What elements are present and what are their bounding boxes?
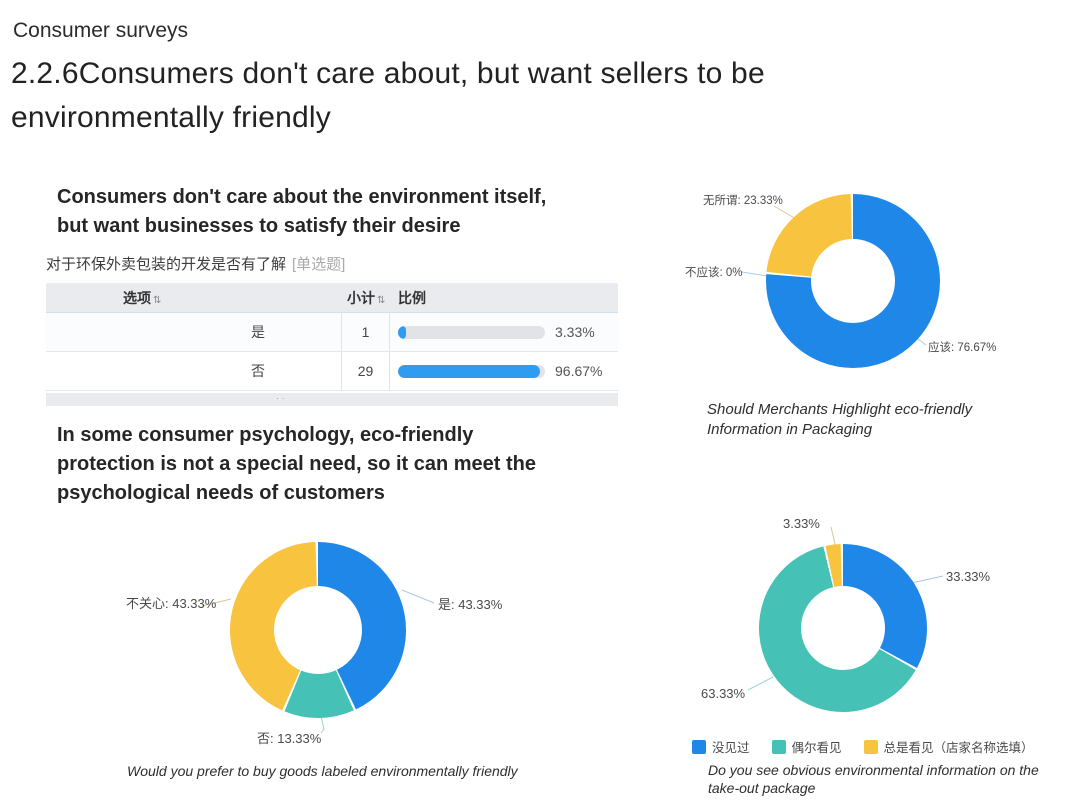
legend-swatch-teal [771, 739, 786, 754]
donut-slice-2 [766, 194, 940, 368]
survey-question-line: 对于环保外卖包装的开发是否有了解 [单选题] [46, 253, 345, 274]
donut-slice-1 [759, 544, 927, 712]
row-percent: 3.33% [555, 324, 595, 340]
table-row: 否 29 96.67% [46, 352, 618, 391]
row-count: 1 [342, 313, 390, 351]
donut-slice-2 [759, 544, 927, 712]
leader-line [401, 589, 435, 604]
ratio-bar-fill [398, 364, 541, 378]
legend-item-sometimes: 偶尔看见 [771, 737, 842, 756]
leader-line [201, 598, 232, 607]
donut-slice-0 [230, 542, 406, 718]
legend-label: 没见过 [712, 741, 750, 755]
donut-slice-0 [759, 544, 927, 712]
donut-label-yes: 是: 43.33% [438, 597, 503, 612]
donut-label-no: 否: 13.33% [257, 731, 322, 746]
donut-label-never: 33.33% [946, 569, 991, 584]
donut-chart-prefer-labeled: 是: 43.33% 不关心: 43.33% 否: 13.33% [110, 530, 570, 765]
chart-caption-prefer-labeled: Would you prefer to buy goods labeled en… [127, 763, 518, 779]
donut-slice-2 [230, 542, 406, 718]
section-heading-consumers: Consumers don't care about the environme… [57, 186, 547, 237]
section-heading-psychology: In some consumer psychology, eco-friendl… [57, 424, 537, 504]
survey-question-type-tag: [单选题] [292, 256, 346, 273]
donut-svg [741, 194, 940, 368]
donut-label-sometimes: 63.33% [701, 686, 746, 701]
row-ratio-cell: 3.33% [390, 324, 618, 340]
row-option-label: 否 [46, 352, 342, 390]
donut-chart-see-info: 3.33% 33.33% 63.33% [660, 510, 1080, 735]
chart-legend: 没见过 偶尔看见 总是看见（店家名称选填） [692, 737, 1034, 756]
ratio-bar-fill [398, 325, 406, 339]
sort-icon[interactable]: ⇅ [377, 294, 386, 306]
sort-icon[interactable]: ⇅ [153, 294, 162, 306]
leader-line [741, 271, 768, 277]
donut-label-should: 应该: 76.67% [928, 342, 997, 354]
legend-label: 偶尔看见 [791, 741, 842, 755]
donut-label-dont-care: 不关心: 43.33% [126, 596, 217, 611]
table-header-count[interactable]: 小计 ⇅ [347, 289, 386, 306]
page-title: 2.2.6Consumers don't care about, but wan… [11, 57, 765, 134]
table-truncated-row: · · [46, 393, 618, 406]
leader-line [747, 676, 774, 691]
chart-caption-should-highlight: Should Merchants Highlight eco-friendly … [707, 401, 973, 438]
donut-svg [747, 526, 944, 712]
row-percent: 96.67% [555, 363, 603, 379]
table-header-ratio: 比例 [398, 289, 426, 306]
donut-chart-should-highlight: 无所谓: 23.33% 不应该: 0% 应该: 76.67% [660, 175, 1080, 445]
page-kicker: Consumer surveys [13, 19, 189, 42]
survey-table-header-row: 选项 ⇅ 小计 ⇅ 比例 [46, 283, 618, 313]
legend-label: 总是看见（店家名称选填） [883, 741, 1034, 755]
legend-item-never: 没见过 [692, 737, 750, 756]
donut-label-should-not: 不应该: 0% [685, 267, 743, 279]
legend-swatch-yellow [863, 739, 878, 754]
donut-svg [201, 542, 435, 734]
row-option-label: 是 [46, 313, 342, 351]
donut-slice-0 [766, 194, 940, 368]
table-row: 是 1 3.33% [46, 313, 618, 352]
survey-table: 选项 ⇅ 小计 ⇅ 比例 是 1 3.33% 否 29 96.67% [46, 283, 618, 406]
row-count: 29 [342, 352, 390, 390]
ratio-bar-track [398, 325, 545, 339]
donut-label-always: 3.33% [783, 516, 820, 531]
donut-slice-1 [230, 542, 406, 718]
survey-question-text: 对于环保外卖包装的开发是否有了解 [46, 256, 287, 273]
legend-swatch-blue [692, 739, 706, 754]
row-ratio-cell: 96.67% [390, 363, 618, 379]
table-header-option[interactable]: 选项 ⇅ [123, 289, 162, 306]
donut-label-whatever: 无所谓: 23.33% [703, 195, 783, 207]
legend-item-always: 总是看见（店家名称选填） [863, 737, 1034, 756]
chart-caption-see-info: Do you see obvious environmental informa… [708, 762, 1039, 797]
ratio-bar-track [398, 364, 545, 378]
leader-line [320, 715, 325, 734]
